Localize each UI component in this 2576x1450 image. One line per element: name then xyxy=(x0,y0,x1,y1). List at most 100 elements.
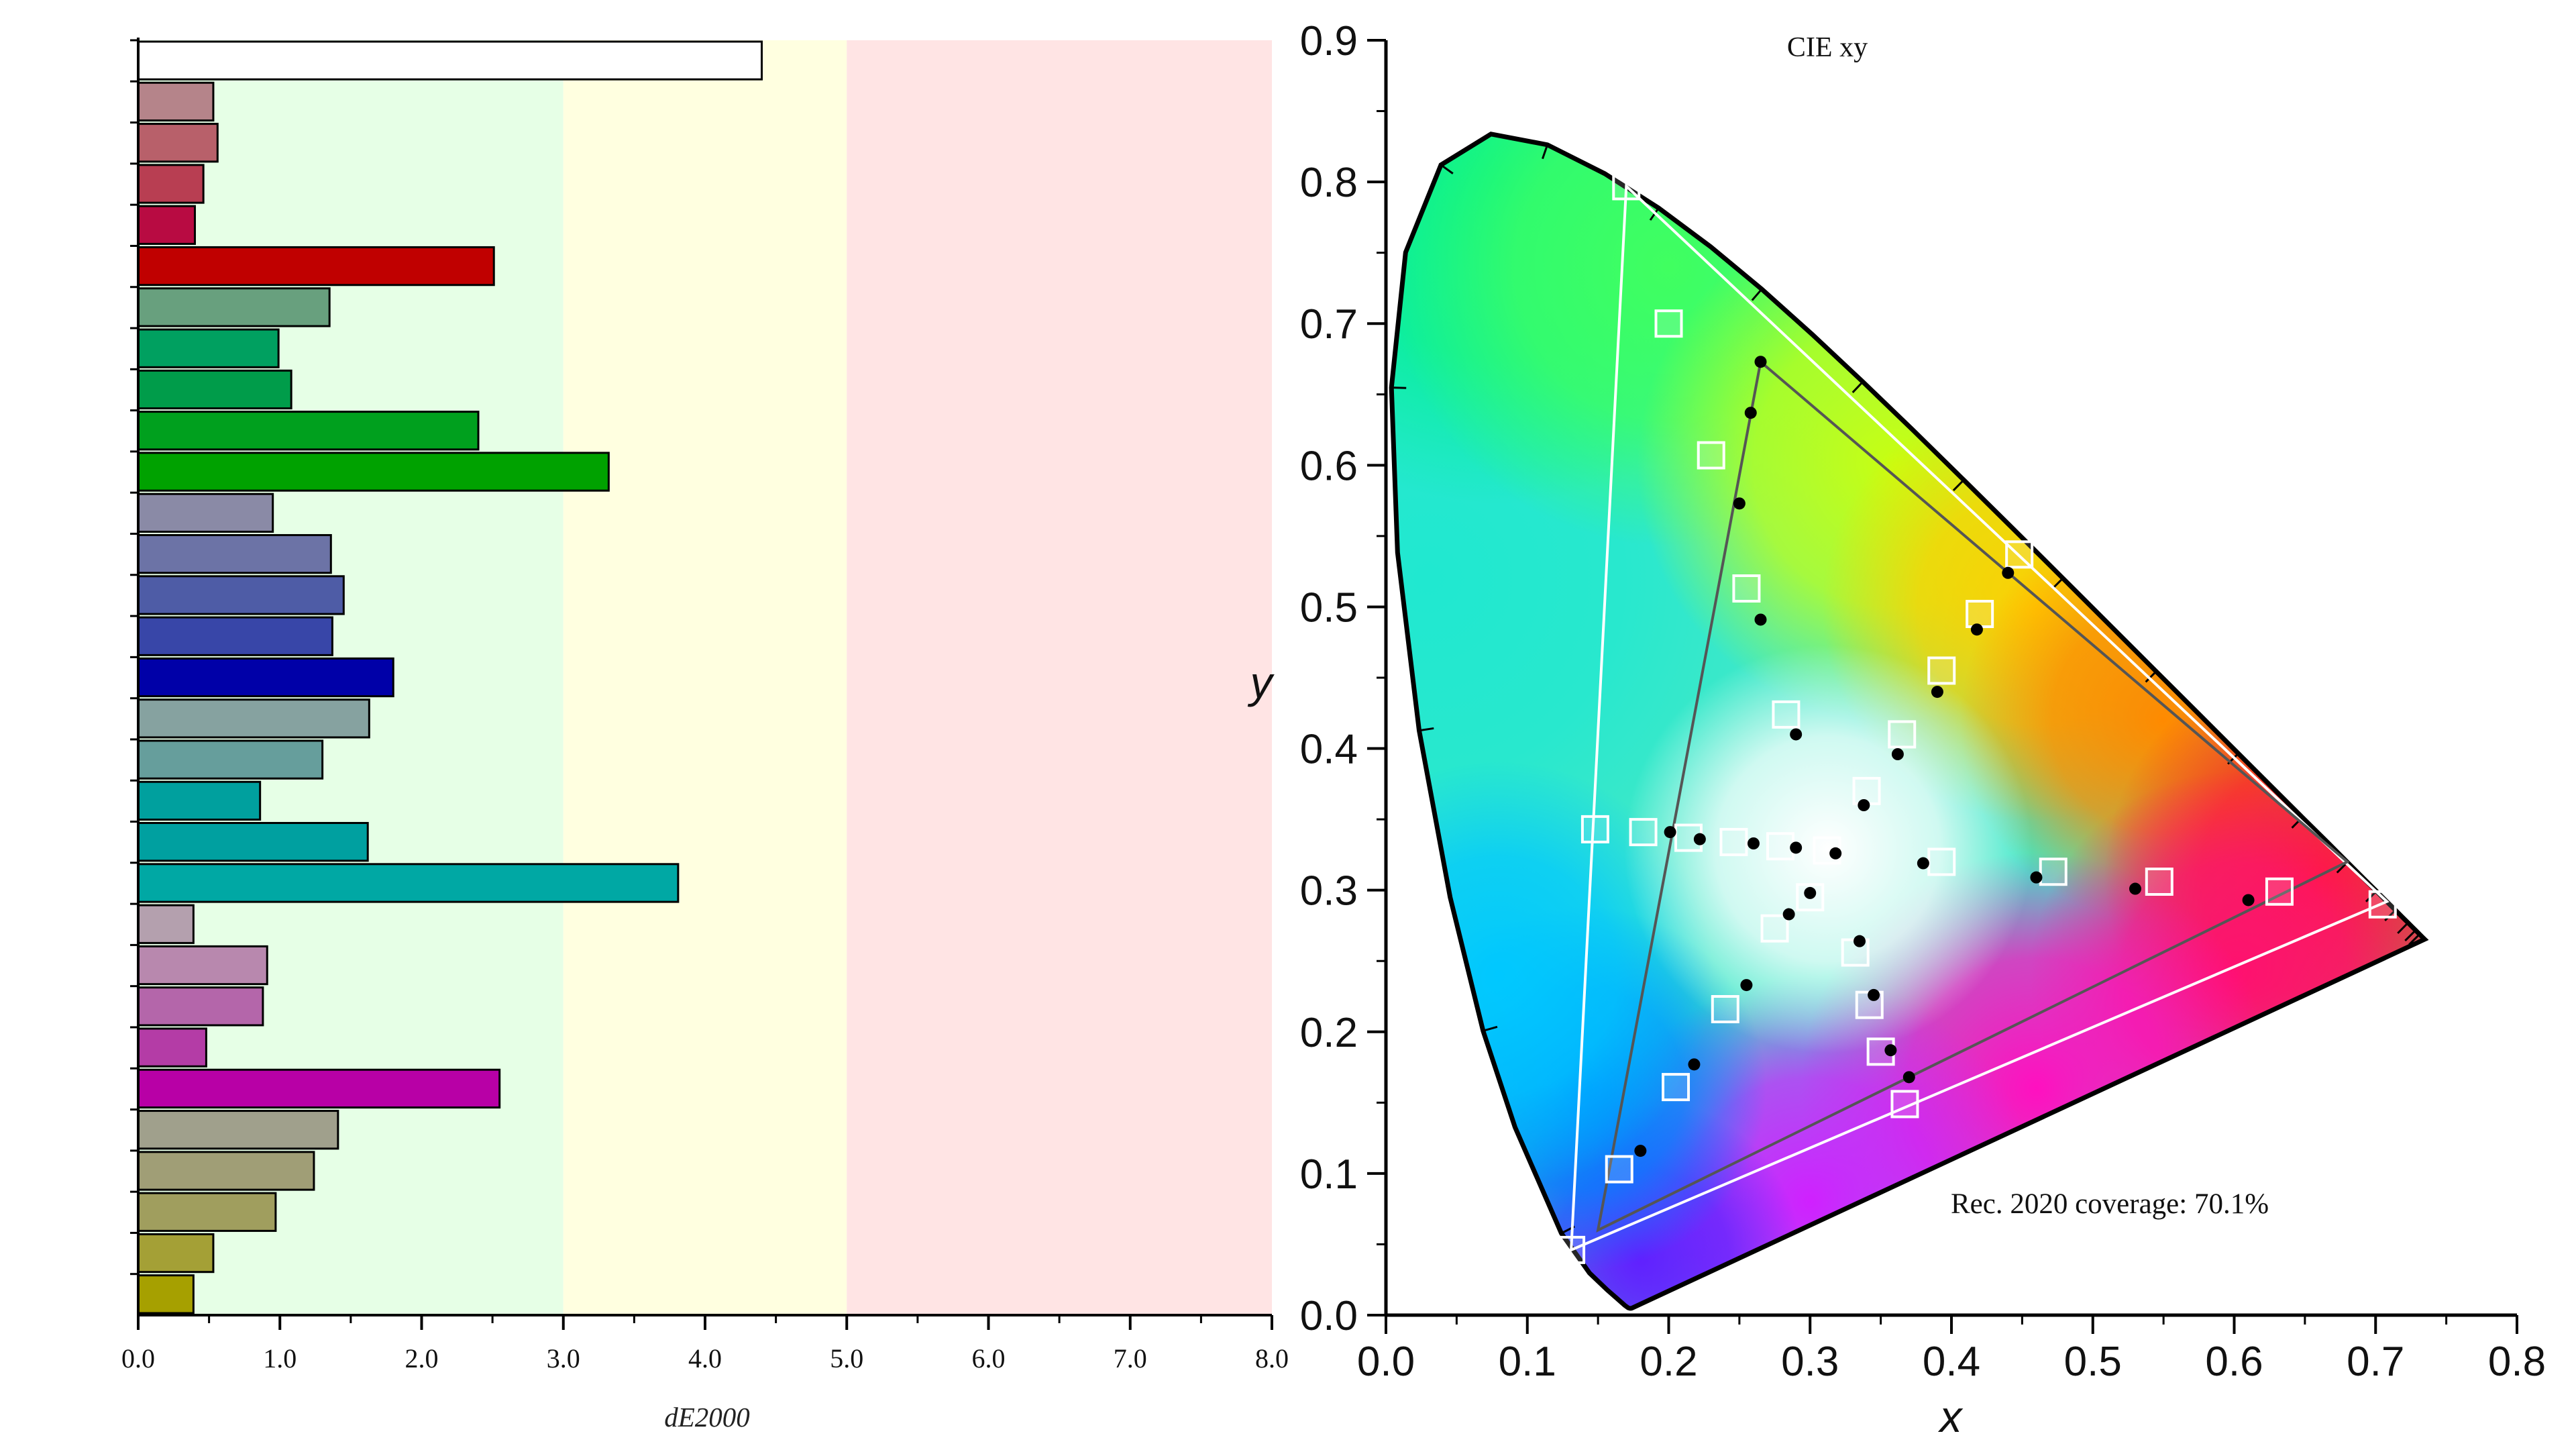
bar-3 xyxy=(137,164,205,204)
target-point xyxy=(2039,858,2068,886)
target-point xyxy=(1927,847,1956,876)
measured-point xyxy=(1891,748,1904,760)
cie-x-tick-label: 0.0 xyxy=(1357,1339,1415,1385)
measured-gamut-triangle xyxy=(1596,359,2350,1233)
target-point xyxy=(1654,309,1683,338)
tolerance-band-1 xyxy=(563,40,847,1315)
target-point xyxy=(1888,720,1917,749)
bar-17 xyxy=(137,739,324,780)
locus-color-blob xyxy=(1624,645,2033,1053)
wavelength-tick xyxy=(1440,164,1454,174)
target-point xyxy=(1890,1090,1919,1119)
cie-y-tick-label: 0.8 xyxy=(1300,160,1358,206)
spectral-locus-fill xyxy=(1389,132,2429,1311)
wavelength-tick xyxy=(2397,922,2409,934)
measured-point xyxy=(2030,871,2043,884)
bar-11 xyxy=(137,493,274,533)
measured-point xyxy=(1858,799,1870,811)
bar-5 xyxy=(137,246,495,287)
target-point xyxy=(1772,700,1801,729)
cie-y-tick-label: 0.7 xyxy=(1300,301,1358,348)
de2000-bar-chart: 0.0 1.0 2.0 3.0 4.0 5.0 6.0 7.0 8.0 dE2000 xyxy=(121,38,1289,1433)
bar-29 xyxy=(137,1233,215,1274)
measured-point xyxy=(1693,833,1706,845)
wavelength-tick xyxy=(1483,1025,1498,1032)
measured-point xyxy=(1931,686,1943,698)
measured-point xyxy=(1747,837,1760,849)
bar-26 xyxy=(137,1110,339,1150)
cie-y-tick-label: 0.0 xyxy=(1300,1293,1358,1339)
bar-x-tick-label: 1.0 xyxy=(263,1343,297,1374)
bar-4 xyxy=(137,205,196,245)
wavelength-tick xyxy=(1391,386,1407,389)
bar-7 xyxy=(137,328,280,368)
cie-x-tick-label: 0.3 xyxy=(1781,1339,1839,1385)
bar-13 xyxy=(137,575,345,615)
bar-25 xyxy=(137,1068,501,1109)
measured-point xyxy=(1804,886,1817,899)
bar-x-axis-label: dE2000 xyxy=(664,1402,750,1433)
bar-x-tick-label: 0.0 xyxy=(121,1343,155,1374)
cie-x-axis-label: x xyxy=(1938,1392,1964,1441)
cie-xy-chart: 0.0 0.1 0.2 0.3 0.4 0.5 0.6 0.7 0.8 0.0 0.1 0.2 0.3 0… xyxy=(1248,18,2546,1441)
measured-point xyxy=(1854,935,1866,947)
wavelength-tick xyxy=(2145,670,2157,683)
bar-10 xyxy=(137,452,610,492)
target-point xyxy=(2145,868,2174,896)
measured-point xyxy=(1790,728,1803,741)
target-point xyxy=(1766,832,1794,861)
bar-x-tick-label: 2.0 xyxy=(405,1343,439,1374)
bar-21 xyxy=(137,904,195,944)
cie-ticks: 0.0 0.1 0.2 0.3 0.4 0.5 0.6 0.7 0.8 0.0 0.1 0.2 0.3 0… xyxy=(1300,18,2546,1385)
bar-28 xyxy=(137,1192,277,1232)
cie-y-tick-label: 0.4 xyxy=(1300,727,1358,773)
color-points xyxy=(1557,172,2397,1264)
cie-x-tick-label: 0.5 xyxy=(2064,1339,2122,1385)
measured-point xyxy=(1733,497,1746,510)
wavelength-tick xyxy=(1851,380,1864,393)
measured-point xyxy=(1917,857,1929,870)
bar-x-tick-label: 6.0 xyxy=(972,1343,1006,1374)
bar-24 xyxy=(137,1027,207,1068)
target-point xyxy=(2368,890,2397,919)
target-point xyxy=(1629,818,1658,847)
measured-point xyxy=(2002,566,2015,579)
cie-x-tick-label: 0.7 xyxy=(2347,1339,2404,1385)
target-point xyxy=(1605,1155,1633,1184)
bar-0 xyxy=(137,40,763,81)
bar-2 xyxy=(137,123,219,163)
cie-y-tick-label: 0.5 xyxy=(1300,584,1358,631)
cie-y-tick-label: 0.9 xyxy=(1300,18,1358,64)
measured-point xyxy=(1790,841,1803,854)
bar-x-ticks: 0.0 1.0 2.0 3.0 4.0 5.0 6.0 7.0 8.0 xyxy=(121,1315,1289,1374)
bar-x-tick-label: 8.0 xyxy=(1255,1343,1289,1374)
bar-18 xyxy=(137,780,262,821)
bar-9 xyxy=(137,411,480,451)
measured-point xyxy=(1868,988,1880,1001)
measured-point xyxy=(1740,979,1753,992)
coverage-annotation: Rec. 2020 coverage: 70.1% xyxy=(1951,1188,2269,1220)
bar-20 xyxy=(137,863,680,903)
wavelength-tick xyxy=(1542,144,1549,160)
bar-19 xyxy=(137,822,369,862)
bar-15 xyxy=(137,657,394,698)
bar-x-tick-label: 5.0 xyxy=(830,1343,863,1374)
cie-chart-title: CIE xy xyxy=(1787,32,1868,63)
measured-point xyxy=(1884,1044,1897,1057)
cie-x-tick-label: 0.4 xyxy=(1923,1339,1980,1385)
measured-point xyxy=(1754,356,1767,368)
bar-x-tick-label: 3.0 xyxy=(547,1343,580,1374)
cie-y-tick-label: 0.2 xyxy=(1300,1010,1358,1056)
target-point xyxy=(1760,914,1789,943)
target-point xyxy=(1711,995,1739,1023)
measured-point xyxy=(1744,407,1757,419)
cie-x-tick-label: 0.1 xyxy=(1499,1339,1556,1385)
cie-y-tick-label: 0.3 xyxy=(1300,868,1358,915)
tolerance-band-2 xyxy=(847,40,1272,1315)
bar-12 xyxy=(137,533,332,574)
bar-8 xyxy=(137,369,292,410)
wavelength-tick xyxy=(2404,929,2416,942)
target-point xyxy=(1557,1235,1586,1264)
wavelength-tick xyxy=(1751,288,1763,301)
